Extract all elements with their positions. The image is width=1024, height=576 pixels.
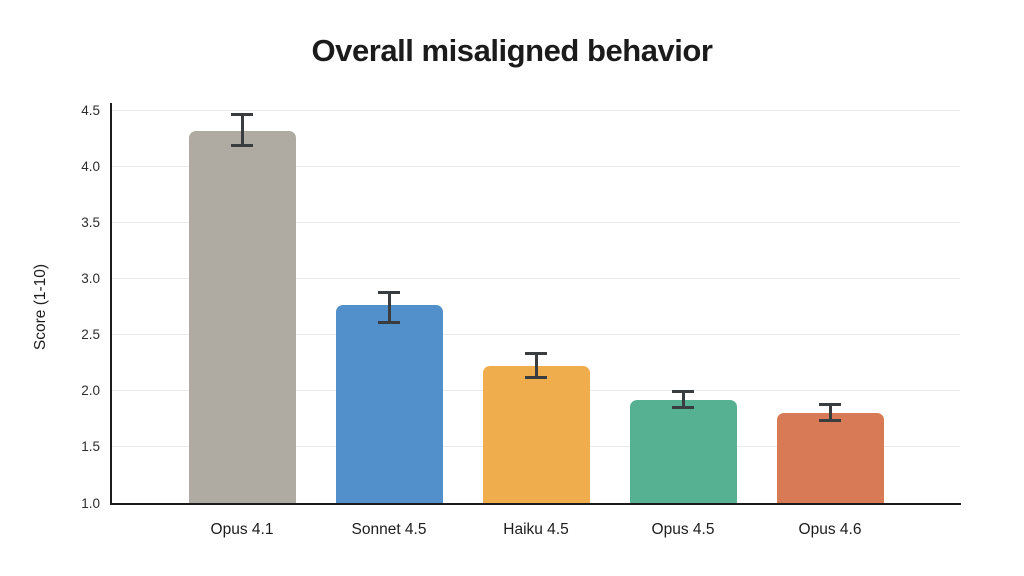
y-tick-label: 2.5 <box>81 327 100 343</box>
error-bar-cap-top <box>672 389 694 393</box>
y-tick-label: 1.0 <box>81 495 100 511</box>
gridline <box>112 221 960 223</box>
bar <box>482 366 590 503</box>
y-tick-label: 4.0 <box>81 158 100 174</box>
y-axis-line <box>110 103 112 505</box>
plot-area: 4.5 4.0 3.5 3.0 2.5 2.0 1.5 1.0 Opus 4.1 Sonnet 4… <box>81 103 960 538</box>
gridline <box>112 165 960 167</box>
x-tick-label: Sonnet 4.5 <box>351 521 427 538</box>
x-axis-line <box>110 503 961 505</box>
error-bar-cap-bottom <box>231 143 253 147</box>
error-bar-cap-bottom <box>378 321 400 325</box>
error-bar-cap-top <box>378 290 400 294</box>
y-tick-label: 3.0 <box>81 270 100 286</box>
x-tick-label: Haiku 4.5 <box>503 521 569 538</box>
y-tick-label: 2.0 <box>81 383 100 399</box>
y-tick-label: 1.5 <box>81 439 100 455</box>
error-bar-cap-bottom <box>819 419 841 423</box>
error-bar-line <box>828 404 832 422</box>
y-tick-label: 4.5 <box>81 102 100 118</box>
chart-title: Overall misaligned behavior <box>311 33 713 68</box>
bar <box>335 305 443 503</box>
error-bar-line <box>534 352 538 379</box>
error-bar-cap-bottom <box>525 376 547 380</box>
error-bar-cap-bottom <box>672 405 694 409</box>
x-tick-label: Opus 4.6 <box>798 521 862 538</box>
bar <box>629 399 737 503</box>
bar <box>776 413 884 503</box>
error-bar-cap-top <box>231 113 253 117</box>
error-bar-cap-top <box>819 403 841 407</box>
x-tick-label: Opus 4.1 <box>210 521 274 538</box>
gridline <box>112 109 960 111</box>
bar <box>188 131 296 503</box>
gridline <box>112 334 960 336</box>
error-bar-line <box>387 291 391 324</box>
error-bar-line <box>681 390 685 408</box>
y-tick-label: 3.5 <box>81 214 100 230</box>
error-bar-line <box>240 114 244 146</box>
error-bar-cap-top <box>525 351 547 355</box>
gridline <box>112 277 960 279</box>
x-tick-label: Opus 4.5 <box>651 521 715 538</box>
